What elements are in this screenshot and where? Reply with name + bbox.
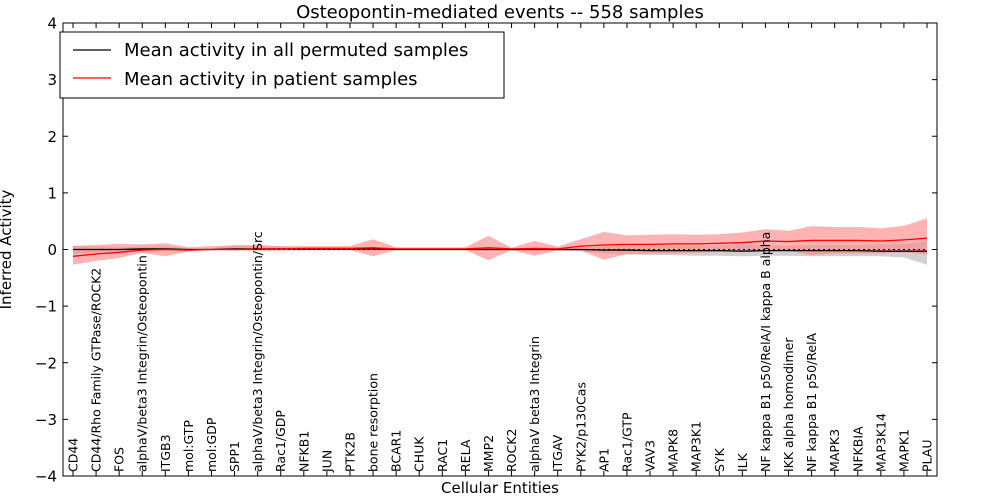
series-line-1	[72, 237, 928, 257]
y-tick-label: 2	[47, 128, 57, 146]
legend-label-patient: Mean activity in patient samples	[124, 69, 418, 90]
x-tick-label: VAV3	[643, 440, 658, 472]
x-tick-label: RELA	[458, 439, 473, 472]
x-tick-label: MAPK3	[827, 429, 842, 472]
y-axis-label: Inferred Activity	[0, 189, 15, 309]
y-tick-label: 0	[47, 241, 57, 259]
legend-label-permuted: Mean activity in all permuted samples	[124, 40, 468, 61]
x-tick-label: MAPK8	[666, 429, 681, 472]
x-tick-label: CD44	[66, 438, 81, 472]
y-tick-label: −3	[35, 411, 57, 429]
x-tick-label: alphaV/beta3 Integrin/Osteopontin	[135, 255, 150, 472]
chart-title: Osteopontin-mediated events -- 558 sampl…	[296, 2, 704, 23]
y-tick-label: 1	[47, 184, 57, 202]
x-tick-label: ITGAV	[550, 434, 565, 472]
x-tick-label: NF kappa B1 p50/RelA	[804, 332, 819, 472]
x-tick-label: NFKBIA	[850, 426, 865, 472]
x-tick-label: FOS	[112, 447, 127, 472]
x-tick-label: JUN	[319, 450, 334, 473]
y-tick-label: 4	[47, 15, 57, 33]
y-tick-label: 3	[47, 71, 57, 89]
x-tick-label: PTK2B	[342, 432, 357, 472]
x-tick-label: alphaV beta3 Integrin	[527, 336, 542, 472]
y-tick-label: −1	[35, 298, 57, 316]
x-tick-label: NF kappa B1 p50/RelA/I kappa B alpha	[758, 232, 773, 472]
x-tick-label: MAP3K14	[873, 413, 888, 472]
plot-frame	[62, 22, 938, 477]
x-tick-label: mol:GTP	[181, 420, 196, 472]
x-tick-label: SYK	[712, 447, 727, 472]
x-tick-label: MAP3K1	[689, 421, 704, 472]
x-tick-label: Rac1/GDP	[273, 410, 288, 472]
x-tick-label: ITGB3	[158, 434, 173, 472]
x-tick-label: ROCK2	[504, 429, 519, 472]
x-tick-label: IKK alpha homodimer	[781, 337, 796, 472]
x-tick-label: CD44/Rho Family GTPase/ROCK2	[89, 268, 104, 472]
x-tick-label: SPP1	[227, 441, 242, 472]
y-tick-label: −4	[35, 468, 57, 486]
x-tick-label: ILK	[735, 452, 750, 472]
x-tick-label: NFKB1	[296, 431, 311, 472]
x-tick-label: mol:GDP	[204, 417, 219, 472]
x-tick-label: BCAR1	[389, 430, 404, 472]
x-tick-label: PLAU	[920, 440, 935, 473]
x-tick-label: alphaV/beta3 Integrin/Osteopontin/Src	[250, 231, 265, 472]
legend: Mean activity in all permuted samples Me…	[59, 31, 505, 99]
x-tick-label: Rac1/GTP	[619, 412, 634, 472]
x-tick-label: RAC1	[435, 439, 450, 472]
y-tick-label: −2	[35, 354, 57, 372]
x-tick-label: MAPK1	[896, 429, 911, 472]
x-tick-label: AP1	[596, 448, 611, 472]
x-tick-label: MMP2	[481, 435, 496, 472]
x-axis-label: Cellular Entities	[441, 479, 559, 497]
x-tick-label: PYK2/p130Cas	[573, 382, 588, 472]
legend-box	[59, 31, 505, 99]
x-tick-label: CHUK	[412, 436, 427, 472]
x-tick-label: bone resorption	[366, 373, 381, 472]
